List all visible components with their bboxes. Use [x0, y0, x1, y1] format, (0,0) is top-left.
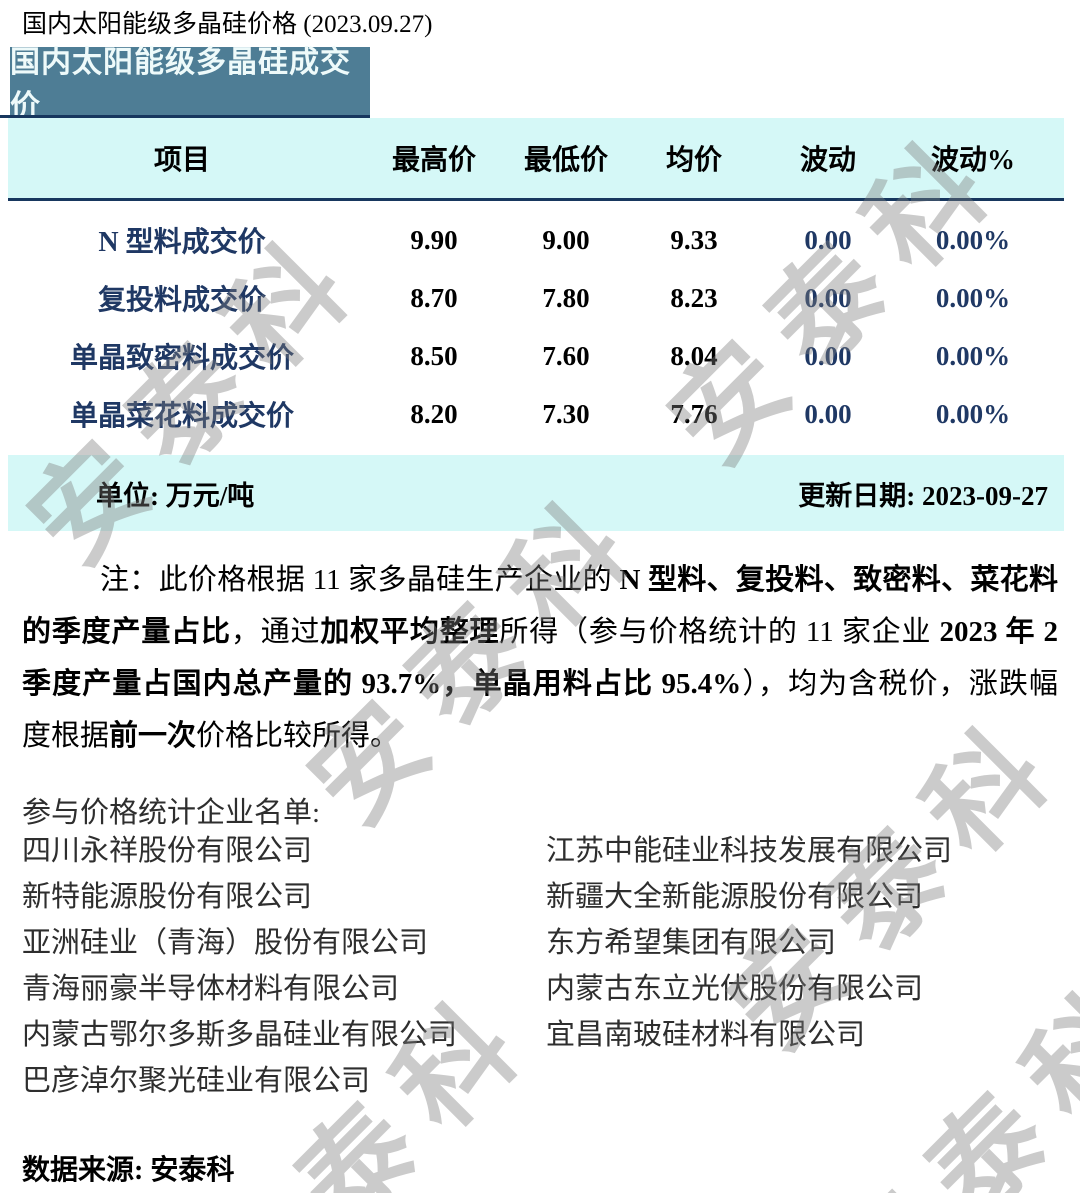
cell-low: 7.60 [542, 340, 590, 371]
table-footer-row: 单位: 万元/吨 更新日期: 2023-09-27 [8, 455, 1064, 531]
note-run: ，通过 [230, 616, 321, 648]
column-header: 最低价 [523, 145, 608, 176]
company-name: 东方希望集团有限公司 [546, 927, 837, 959]
column-header: 均价 [665, 145, 722, 176]
page-title: 国内太阳能级多晶硅价格 (2023.09.27) [22, 11, 433, 38]
cell-avg: 8.23 [670, 282, 718, 313]
column-header: 最高价 [391, 145, 476, 176]
column-header: 项目 [153, 145, 210, 176]
cell-item: 复投料成交价 [97, 285, 266, 316]
note-line: 的季度产量占比，通过加权平均整理所得（参与价格统计的 11 家企业 2023 年… [22, 606, 1058, 658]
banner-underline [0, 115, 370, 118]
company-name: 内蒙古鄂尔多斯多晶硅业有限公司 [22, 1019, 458, 1051]
company-name: 新疆大全新能源股份有限公司 [546, 881, 924, 913]
company-list-right: 江苏中能硅业科技发展有限公司 新疆大全新能源股份有限公司 东方希望集团有限公司内蒙古… [546, 828, 952, 1058]
cell-avg: 7.76 [670, 398, 718, 429]
table-row: 单晶致密料成交价 8.50 7.60 8.04 0.00 0.00% [8, 327, 1064, 385]
note-run: 价格比较所得。 [196, 720, 400, 752]
note-run: 注：此价格根据 11 家多晶硅生产企业的 [100, 564, 620, 596]
cell-avg: 9.33 [670, 224, 718, 255]
company-name: 青海丽豪半导体材料有限公司 [22, 973, 400, 1005]
column-header: 波动% [930, 145, 1015, 176]
note-line: 注：此价格根据 11 家多晶硅生产企业的 N 型料、复投料、致密料、菜花料 [22, 554, 1058, 606]
table-body: N 型料成交价 9.90 9.00 9.33 0.00 0.00% 复投料成交价 8.70 7.… [8, 201, 1064, 455]
note-run: 季度产量占国内总产量的 93.7%，单晶用料占比 95.4% [22, 668, 742, 700]
company-list-left: 四川永祥股份有限公司 新特能源股份有限公司亚洲硅业（青海）股份有限公司 青海丽豪半导… [22, 828, 457, 1104]
cell-change: 0.00 [804, 340, 852, 371]
data-source-label: 数据来源: 安泰科 [22, 1155, 235, 1186]
cell-high: 8.50 [410, 340, 458, 371]
cell-avg: 8.04 [670, 340, 718, 371]
note-run: 2023 年 2 [939, 616, 1058, 648]
cell-high: 9.90 [410, 224, 458, 255]
update-date-label: 更新日期: 2023-09-27 [798, 480, 1048, 511]
table-banner: 国内太阳能级多晶硅成交价 [10, 46, 370, 123]
company-name: 巴彦淖尔聚光硅业有限公司 [22, 1065, 371, 1097]
cell-high: 8.70 [410, 282, 458, 313]
cell-item: 单晶菜花料成交价 [69, 401, 294, 432]
cell-change: 0.00 [804, 224, 852, 255]
cell-item: N 型料成交价 [98, 227, 266, 258]
cell-low: 9.00 [542, 224, 590, 255]
table-header-row: 项目 最高价 最低价 均价 波动 波动% [8, 118, 1064, 201]
company-name: 江苏中能硅业科技发展有限公司 [546, 835, 953, 867]
column-header: 波动 [799, 145, 856, 176]
cell-low: 7.30 [542, 398, 590, 429]
company-name: 四川永祥股份有限公司 [22, 835, 313, 867]
price-table: 项目 最高价 最低价 均价 波动 波动% N 型料成交价 9.90 9.00 9.33 0.00 0… [8, 118, 1064, 531]
company-name: 宜昌南玻硅材料有限公司 [546, 1019, 866, 1051]
table-row: N 型料成交价 9.90 9.00 9.33 0.00 0.00% [8, 211, 1064, 269]
unit-label: 单位: 万元/吨 [96, 480, 255, 511]
note-line: 度根据前一次价格比较所得。 [22, 710, 1058, 762]
cell-change_pct: 0.00% [935, 282, 1011, 313]
note-run: 加权平均整理 [320, 616, 500, 648]
note-run: 度根据 [22, 720, 110, 752]
cell-low: 7.80 [542, 282, 590, 313]
table-row: 单晶菜花料成交价 8.20 7.30 7.76 0.00 0.00% [8, 385, 1064, 443]
note-paragraph: 注：此价格根据 11 家多晶硅生产企业的 N 型料、复投料、致密料、菜花料 的季度… [22, 554, 1058, 762]
note-run: ），均为含税价，涨跌幅 [741, 668, 1058, 700]
note-run: 的季度产量占比 [22, 616, 231, 648]
cell-item: 单晶致密料成交价 [69, 343, 294, 374]
note-line: 季度产量占国内总产量的 93.7%，单晶用料占比 95.4%），均为含税价，涨跌… [22, 658, 1058, 710]
cell-high: 8.20 [410, 398, 458, 429]
note-run: 所得（参与价格统计的 11 家企业 [499, 616, 940, 648]
company-name: 亚洲硅业（青海）股份有限公司 [22, 927, 429, 959]
participants-heading: 参与价格统计企业名单: [22, 797, 321, 829]
note-run: 前一次 [109, 720, 197, 752]
cell-change: 0.00 [804, 398, 852, 429]
table-row: 复投料成交价 8.70 7.80 8.23 0.00 0.00% [8, 269, 1064, 327]
cell-change_pct: 0.00% [935, 340, 1011, 371]
cell-change: 0.00 [804, 282, 852, 313]
company-name: 内蒙古东立光伏股份有限公司 [546, 973, 924, 1005]
cell-change_pct: 0.00% [935, 398, 1011, 429]
note-run: N 型料、复投料、致密料、菜花料 [619, 564, 1058, 596]
company-name: 新特能源股份有限公司 [22, 881, 313, 913]
cell-change_pct: 0.00% [935, 224, 1011, 255]
